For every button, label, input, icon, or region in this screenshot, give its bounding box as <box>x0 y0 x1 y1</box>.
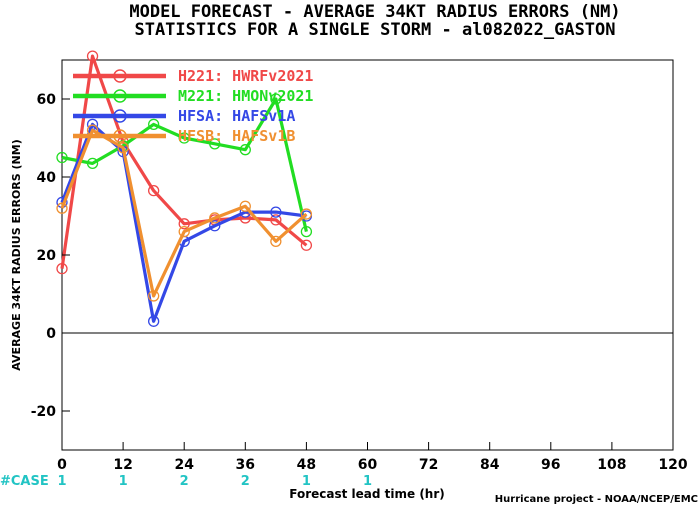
data-point-hfsb <box>209 212 221 224</box>
data-point-hfsb <box>300 208 313 220</box>
case-count: 1 <box>57 474 66 489</box>
case-counts: 1 1 2 2 1 1 <box>57 474 372 489</box>
y-tick-label: 60 <box>37 92 57 108</box>
legend-label: M221: HMONv2021 <box>178 87 313 105</box>
data-point-hfsb <box>147 290 160 302</box>
data-point-m221 <box>147 118 160 130</box>
data-point-hfsa <box>270 206 282 218</box>
legend-swatch-marker <box>113 129 127 143</box>
x-tick-label: 72 <box>419 457 438 473</box>
data-point-m221 <box>239 144 251 156</box>
legend-label: HFSA: HAFSv1A <box>178 107 295 125</box>
legend-label: H221: HWRFv2021 <box>178 67 313 85</box>
legend-swatch-marker <box>113 69 127 83</box>
data-point-hfsb <box>56 202 68 214</box>
legend-item-hfsb: HFSB: HAFSv1B <box>73 127 295 145</box>
x-tick-label: 120 <box>658 457 687 473</box>
legend-label: HFSB: HAFSv1B <box>178 127 295 145</box>
legend: H221: HWRFv2021 M221: HMONv2021 HFSA: HAFS… <box>73 67 313 145</box>
x-tick-label: 0 <box>57 457 67 473</box>
data-point-hfsb <box>117 142 129 154</box>
chart-title-line-2: STATISTICS FOR A SINGLE STORM - al082022… <box>134 20 615 40</box>
data-point-m221 <box>209 138 221 150</box>
series-line-h221 <box>60 54 308 269</box>
data-point-h221 <box>147 184 160 197</box>
data-point-m221 <box>178 132 190 144</box>
data-point-m221 <box>56 151 68 164</box>
legend-item-m221: M221: HMONv2021 <box>73 87 313 105</box>
case-count: 2 <box>180 474 189 489</box>
x-tick-label: 48 <box>297 457 316 473</box>
legend-item-h221: H221: HWRFv2021 <box>73 67 313 85</box>
data-point-h221 <box>270 214 282 226</box>
case-count: 1 <box>302 474 311 489</box>
y-tick-label: 40 <box>37 170 57 186</box>
y-tick-label: 0 <box>46 326 56 342</box>
data-point-hfsb <box>178 225 190 238</box>
y-axis-label: AVERAGE 34KT RADIUS ERRORS (NM) <box>10 139 23 370</box>
data-point-m221 <box>86 157 99 170</box>
data-point-hfsa <box>147 315 160 327</box>
chart-title-line-1: MODEL FORECAST - AVERAGE 34KT RADIUS ERR… <box>129 2 620 22</box>
case-count: 1 <box>119 474 128 489</box>
data-point-m221 <box>300 225 313 238</box>
legend-item-hfsa: HFSA: HAFSv1A <box>73 107 295 125</box>
data-point-h221 <box>86 50 99 62</box>
x-tick-label: 12 <box>113 457 132 473</box>
series-line-m221 <box>61 97 308 232</box>
data-point-hfsb <box>270 235 282 248</box>
y-tick-label: -20 <box>31 404 57 420</box>
case-label: #CASE <box>0 474 49 489</box>
axis-ticks: 0 12 24 36 48 60 72 84 96 108 120 -20 0 20 40 60 <box>31 92 688 473</box>
x-axis-label: Forecast lead time (hr) <box>289 487 445 501</box>
data-point-h221 <box>178 218 190 230</box>
x-tick-label: 24 <box>174 457 194 473</box>
y-tick-label: 20 <box>37 248 57 264</box>
x-tick-label: 84 <box>480 457 500 473</box>
case-count: 1 <box>363 474 372 489</box>
x-tick-label: 108 <box>597 457 626 473</box>
case-count: 2 <box>241 474 250 489</box>
data-point-m221 <box>270 93 282 105</box>
data-point-hfsa <box>209 220 221 232</box>
series-line-hfsa <box>60 122 307 323</box>
data-point-h221 <box>300 239 313 251</box>
series-m221 <box>56 93 313 238</box>
legend-swatch-marker <box>113 109 127 123</box>
x-tick-label: 60 <box>358 457 378 473</box>
legend-swatch-marker <box>113 89 127 103</box>
x-tick-label: 36 <box>236 457 255 473</box>
data-point-h221 <box>56 262 68 275</box>
plot-area <box>61 59 674 451</box>
data-point-hfsb <box>239 200 251 212</box>
x-tick-label: 96 <box>541 457 560 473</box>
credit-text: Hurricane project - NOAA/NCEP/EMC <box>495 494 698 505</box>
